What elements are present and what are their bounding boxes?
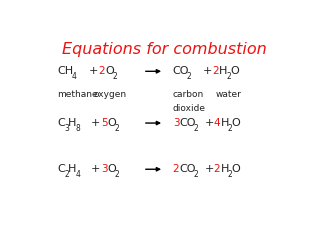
Text: O: O xyxy=(105,66,114,76)
Text: 2: 2 xyxy=(194,124,198,133)
Text: O: O xyxy=(108,164,116,174)
Text: 4: 4 xyxy=(214,118,220,128)
Text: 2: 2 xyxy=(115,170,119,179)
Text: H: H xyxy=(68,164,77,174)
Text: 2: 2 xyxy=(214,164,220,174)
Text: dioxide: dioxide xyxy=(173,104,206,113)
Text: +: + xyxy=(203,66,212,76)
Text: H: H xyxy=(68,118,77,128)
Text: O: O xyxy=(108,118,116,128)
Text: H: H xyxy=(220,118,229,128)
Text: 3: 3 xyxy=(173,118,179,128)
Text: 2: 2 xyxy=(187,72,191,81)
Text: +: + xyxy=(91,118,100,128)
Text: 8: 8 xyxy=(75,124,80,133)
Text: O: O xyxy=(231,118,240,128)
Text: +: + xyxy=(91,164,100,174)
Text: CO: CO xyxy=(173,66,189,76)
Text: +: + xyxy=(205,164,214,174)
Text: H: H xyxy=(219,66,228,76)
Text: oxygen: oxygen xyxy=(93,90,126,99)
Text: 2: 2 xyxy=(115,124,119,133)
Text: 4: 4 xyxy=(71,72,76,81)
Text: +: + xyxy=(205,118,214,128)
Text: 2: 2 xyxy=(194,170,198,179)
Text: 2: 2 xyxy=(64,170,69,179)
Text: O: O xyxy=(230,66,239,76)
Text: 4: 4 xyxy=(75,170,80,179)
Text: 2: 2 xyxy=(98,66,105,76)
Text: 2: 2 xyxy=(212,66,219,76)
Text: 2: 2 xyxy=(173,164,179,174)
Text: 5: 5 xyxy=(101,118,108,128)
Text: carbon: carbon xyxy=(173,90,204,99)
Text: water: water xyxy=(216,90,242,99)
Text: O: O xyxy=(231,164,240,174)
Text: C: C xyxy=(57,164,65,174)
Text: H: H xyxy=(220,164,229,174)
Text: 2: 2 xyxy=(228,124,232,133)
Text: CO: CO xyxy=(180,118,196,128)
Text: 3: 3 xyxy=(64,124,69,133)
Text: CO: CO xyxy=(180,164,196,174)
Text: 2: 2 xyxy=(226,72,231,81)
Text: C: C xyxy=(57,118,65,128)
Text: +: + xyxy=(88,66,98,76)
Text: 2: 2 xyxy=(112,72,117,81)
Text: methane: methane xyxy=(57,90,98,99)
Text: Equations for combustion: Equations for combustion xyxy=(62,42,266,57)
Text: 2: 2 xyxy=(228,170,232,179)
Text: CH: CH xyxy=(57,66,74,76)
Text: 3: 3 xyxy=(101,164,108,174)
